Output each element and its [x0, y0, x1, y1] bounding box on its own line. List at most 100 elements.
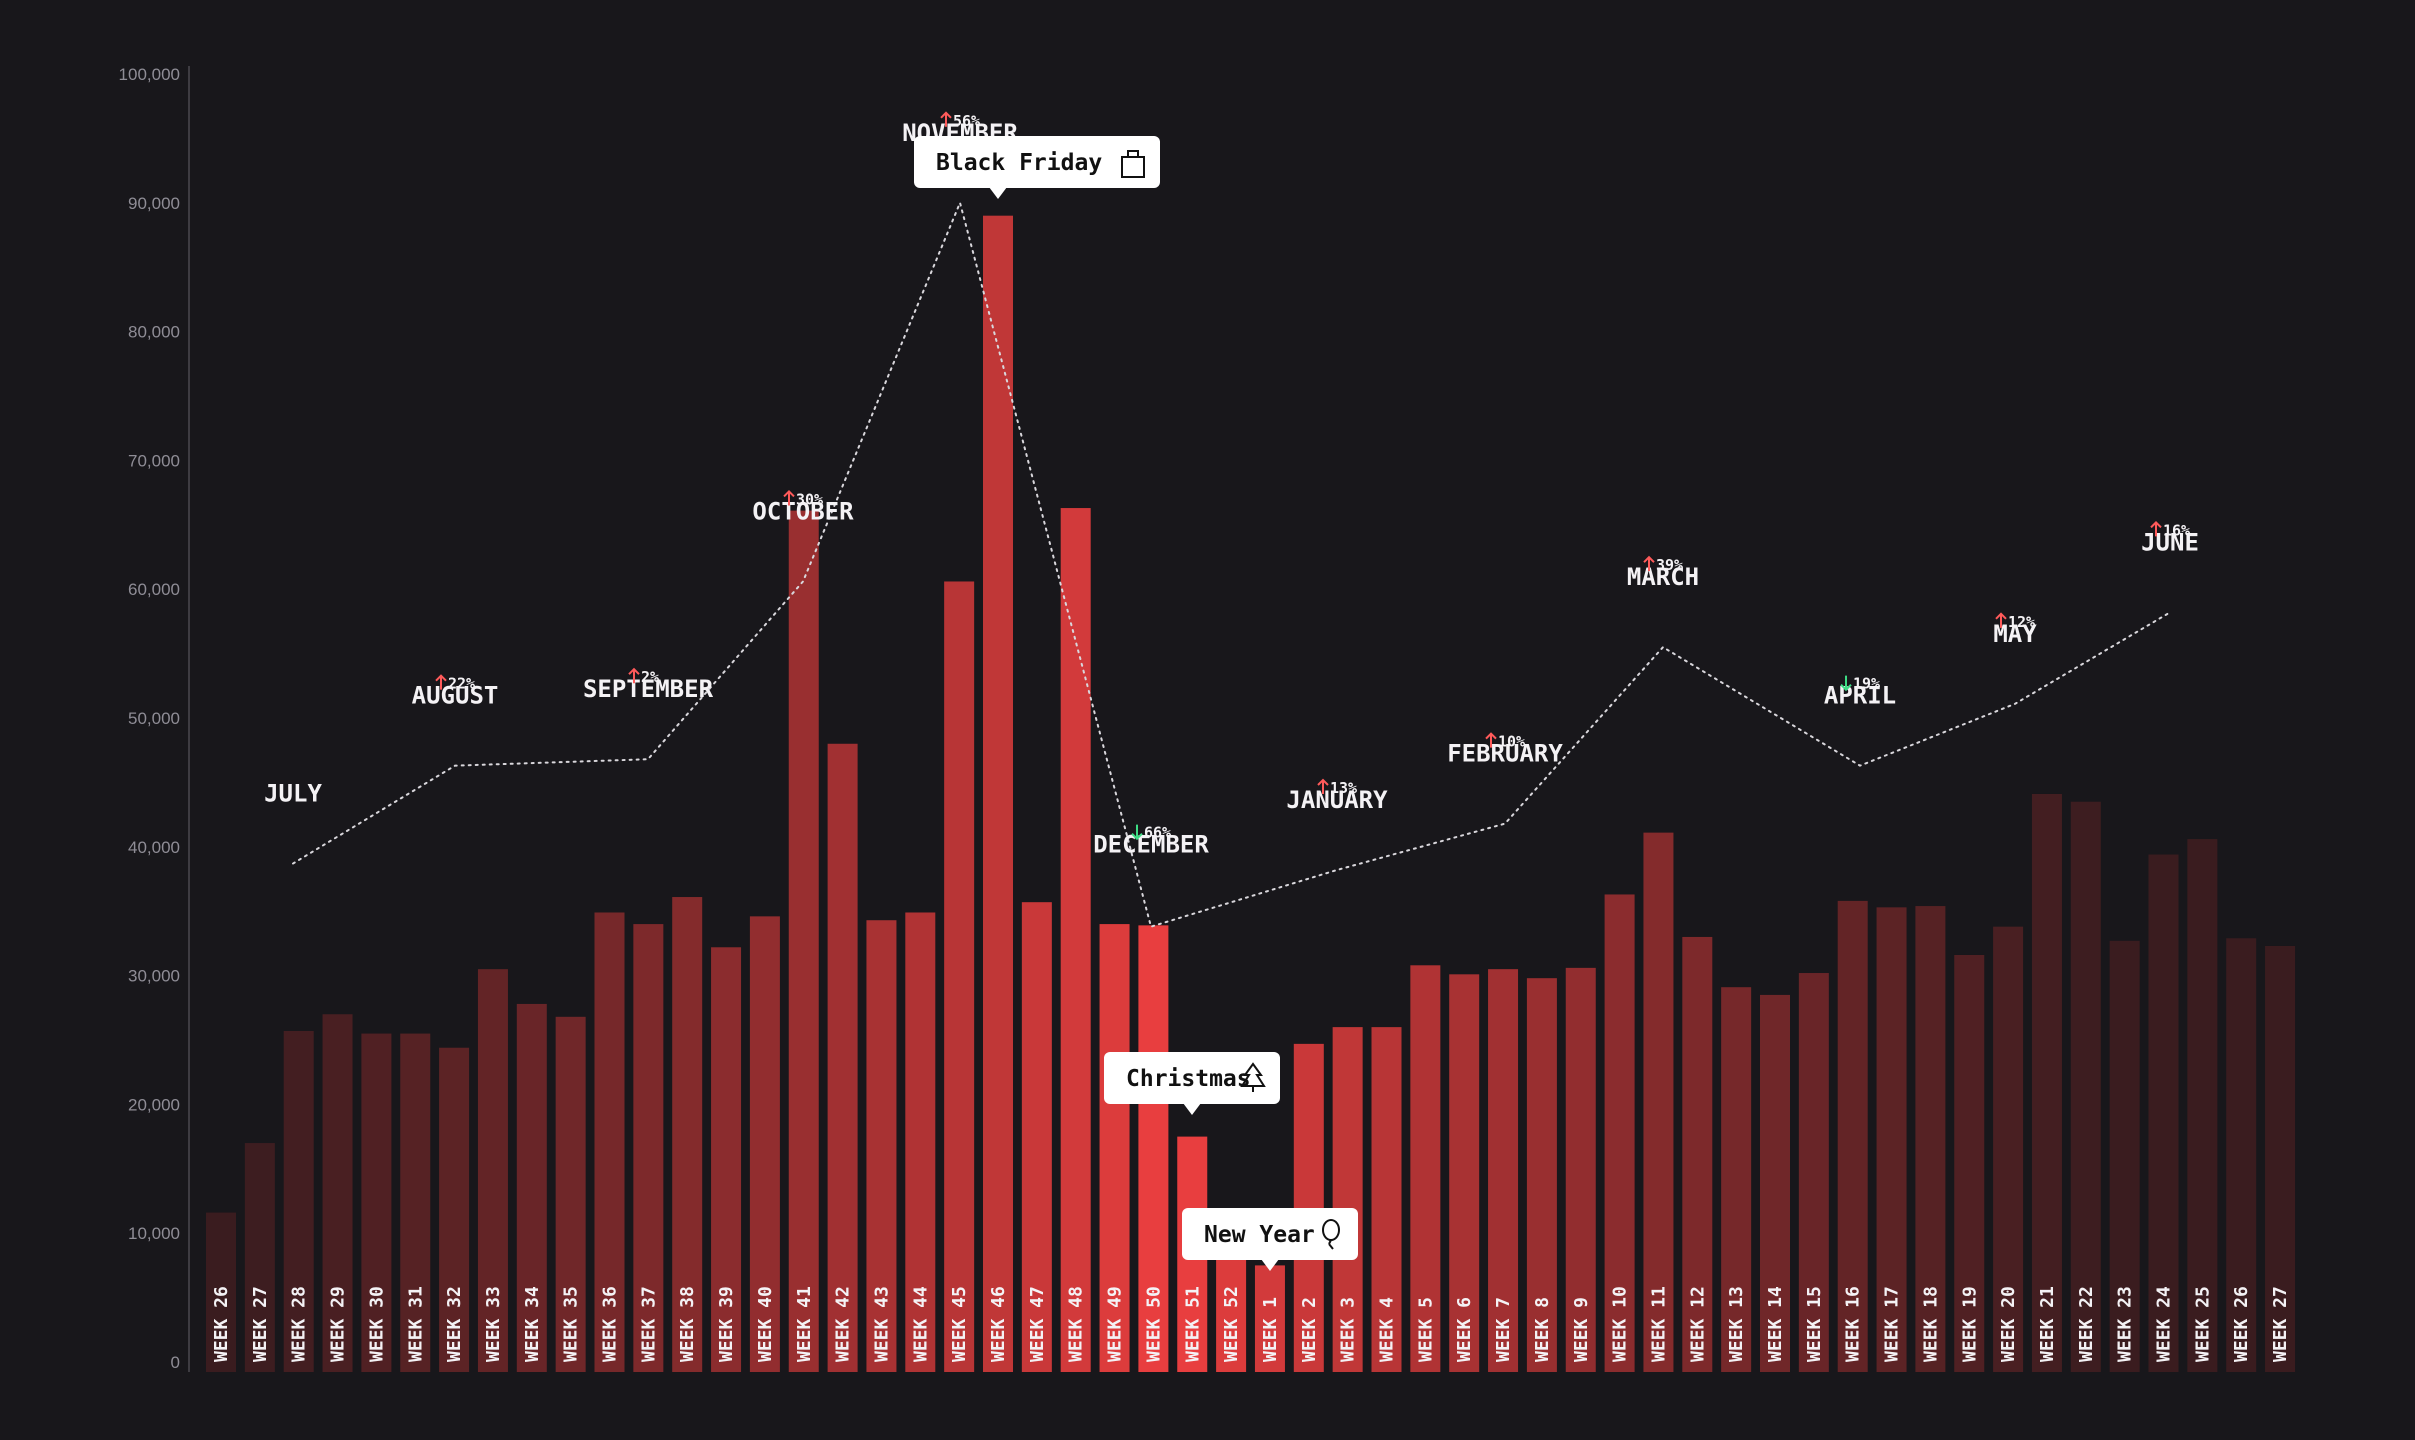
callout-box [914, 136, 1160, 188]
week-label: WEEK 32 [444, 1286, 465, 1362]
y-tick-label: 100,000 [119, 65, 180, 84]
y-tick-label: 70,000 [128, 451, 180, 470]
bar [2226, 938, 2257, 1372]
bar [827, 743, 858, 1372]
annotation-callout: New Year [1182, 1208, 1358, 1271]
bar [1993, 926, 2024, 1372]
annotation-label: Black Friday [936, 150, 1102, 176]
bar [2187, 839, 2218, 1372]
christmas-tree-icon [1240, 1062, 1266, 1092]
percent-change-label: 30% [796, 490, 823, 508]
bar [2148, 854, 2179, 1372]
y-tick-label: 10,000 [128, 1224, 180, 1243]
bar [672, 897, 703, 1372]
bar [711, 947, 742, 1372]
month-label: MARCH [1627, 563, 1699, 591]
y-tick-label: 80,000 [128, 323, 180, 342]
arrow-down-icon [1840, 675, 1852, 692]
bar [1721, 987, 1752, 1372]
week-label: WEEK 9 [1571, 1297, 1592, 1362]
week-label: WEEK 12 [1687, 1286, 1708, 1362]
bar [2265, 945, 2296, 1372]
annotation-callout: Black Friday [914, 136, 1160, 199]
week-label: WEEK 29 [328, 1286, 349, 1362]
percent-change-label: 56% [953, 112, 980, 130]
trend-polyline [292, 199, 2171, 928]
balloon-icon [1322, 1219, 1340, 1250]
month-label: OCTOBER [752, 497, 854, 525]
week-label: WEEK 33 [483, 1286, 504, 1362]
week-label: WEEK 34 [522, 1286, 543, 1362]
week-label: WEEK 14 [1765, 1286, 1786, 1362]
arrow-up-icon [1317, 778, 1329, 794]
bar [1488, 969, 1519, 1372]
month-label: JULY [264, 780, 322, 808]
week-label: WEEK 37 [638, 1286, 659, 1362]
arrow-down-icon [1131, 824, 1143, 841]
y-tick-label: 50,000 [128, 709, 180, 728]
arrow-up-icon [2150, 520, 2162, 537]
y-tick-label: 30,000 [128, 967, 180, 986]
week-label: WEEK 50 [1143, 1286, 1164, 1362]
week-label: WEEK 5 [1415, 1297, 1436, 1362]
y-tick-label: 40,000 [128, 838, 180, 857]
bar [2109, 940, 2140, 1372]
week-label: WEEK 21 [2037, 1286, 2058, 1362]
week-label: WEEK 23 [2115, 1286, 2136, 1362]
week-label: WEEK 25 [2192, 1286, 2213, 1362]
week-label: WEEK 51 [1182, 1286, 1203, 1362]
bar [400, 1033, 431, 1372]
bar [1760, 994, 1790, 1372]
bar [905, 912, 936, 1372]
week-label: WEEK 15 [1804, 1286, 1825, 1362]
bar [983, 215, 1013, 1373]
bar [1837, 900, 1868, 1372]
arrow-up-icon [1485, 732, 1497, 748]
percent-change-label: 22% [448, 675, 475, 693]
bar [244, 1143, 275, 1372]
annotation-callout: Christmas [1104, 1052, 1280, 1115]
bar [1099, 924, 1130, 1372]
percent-change-label: 13% [1330, 779, 1357, 797]
percent-change-label: 2% [641, 668, 659, 686]
bar [1410, 965, 1441, 1372]
week-label: WEEK 20 [1998, 1286, 2019, 1362]
week-label: WEEK 46 [988, 1286, 1009, 1362]
arrow-up-icon [628, 667, 640, 684]
week-label: WEEK 43 [871, 1286, 892, 1362]
week-label: WEEK 40 [755, 1286, 776, 1362]
week-label: WEEK 38 [677, 1286, 698, 1362]
callout-box [1182, 1208, 1358, 1260]
percent-change-label: 12% [2008, 613, 2035, 631]
y-tick-label: 60,000 [128, 580, 180, 599]
monthly-trend-line [292, 199, 2171, 928]
bar [1021, 902, 1052, 1372]
event-annotations: Black Friday Christmas New Year [914, 136, 1358, 1271]
bar [206, 1212, 236, 1372]
bar [555, 1016, 586, 1372]
percent-change-label: 16% [2163, 521, 2190, 539]
month-label: JANUARY [1286, 786, 1388, 814]
week-label: WEEK 44 [910, 1286, 931, 1362]
percent-change-label: 10% [1498, 733, 1525, 751]
bar [633, 924, 664, 1372]
month-label: SEPTEMBER [583, 675, 714, 703]
bar [1876, 907, 1907, 1372]
bar [594, 912, 625, 1372]
callout-box [1104, 1052, 1280, 1104]
bar [283, 1030, 314, 1372]
week-label: WEEK 45 [949, 1286, 970, 1362]
week-label: WEEK 4 [1377, 1297, 1398, 1362]
week-label: WEEK 16 [1843, 1286, 1864, 1362]
bar [1138, 925, 1169, 1372]
week-label: WEEK 48 [1066, 1286, 1087, 1362]
week-label: WEEK 39 [716, 1286, 737, 1362]
week-label: WEEK 18 [1920, 1286, 1941, 1362]
week-label: WEEK 28 [289, 1286, 310, 1362]
month-label: FEBRUARY [1447, 740, 1563, 768]
bar [1371, 1027, 1402, 1372]
callout-pointer [1183, 1103, 1201, 1115]
week-label: WEEK 6 [1454, 1297, 1475, 1362]
week-label: WEEK 35 [561, 1286, 582, 1362]
